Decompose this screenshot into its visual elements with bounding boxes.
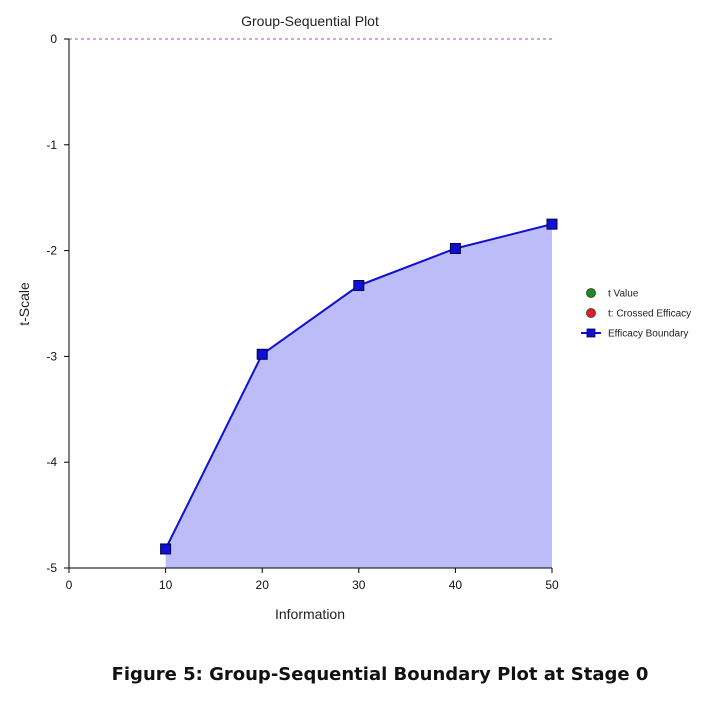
legend-marker-circle	[586, 308, 596, 318]
data-point-40	[449, 242, 461, 254]
x-tick-label: 40	[449, 578, 463, 592]
y-tick-label: -3	[46, 349, 57, 363]
x-tick-label: 50	[545, 578, 559, 592]
efficacy-region-fill	[165, 224, 552, 568]
legend-label: t: Crossed Efficacy	[608, 309, 691, 320]
figure-caption: Figure 5: Group-Sequential Boundary Plot…	[111, 664, 649, 685]
x-tick-label: 20	[256, 578, 270, 592]
x-axis-title: Information	[275, 606, 345, 622]
x-tick-label: 10	[159, 578, 173, 592]
y-tick-label: -1	[46, 138, 57, 152]
legend-label: Efficacy Boundary	[608, 329, 688, 340]
legend-marker-square	[586, 328, 596, 338]
plot-area: 0 -1 -2 -3 -4 -5 0 10 20 30 40 50	[46, 32, 559, 592]
x-tick-label: 30	[352, 578, 366, 592]
y-tick-label: -2	[46, 244, 57, 258]
y-tick-label: 0	[50, 32, 57, 46]
data-point-10	[160, 543, 172, 555]
data-point-30	[353, 280, 365, 292]
y-tick-label: -5	[46, 561, 57, 575]
chart-title: Group-Sequential Plot	[241, 13, 379, 29]
data-point-20	[256, 348, 268, 360]
group-sequential-chart: Group-Sequential Plot 0 -1 -2 -3 -4 -5 0 10 20 30…	[16, 13, 691, 622]
y-axis-title: t-Scale	[16, 282, 32, 326]
legend-label: t Value	[608, 289, 639, 300]
legend: t Value t: Crossed Efficacy Efficacy Bound…	[581, 288, 691, 340]
y-tick-label: -4	[46, 455, 57, 469]
data-point-50	[546, 218, 558, 230]
x-tick-label: 0	[66, 578, 73, 592]
legend-marker-circle	[586, 288, 596, 298]
